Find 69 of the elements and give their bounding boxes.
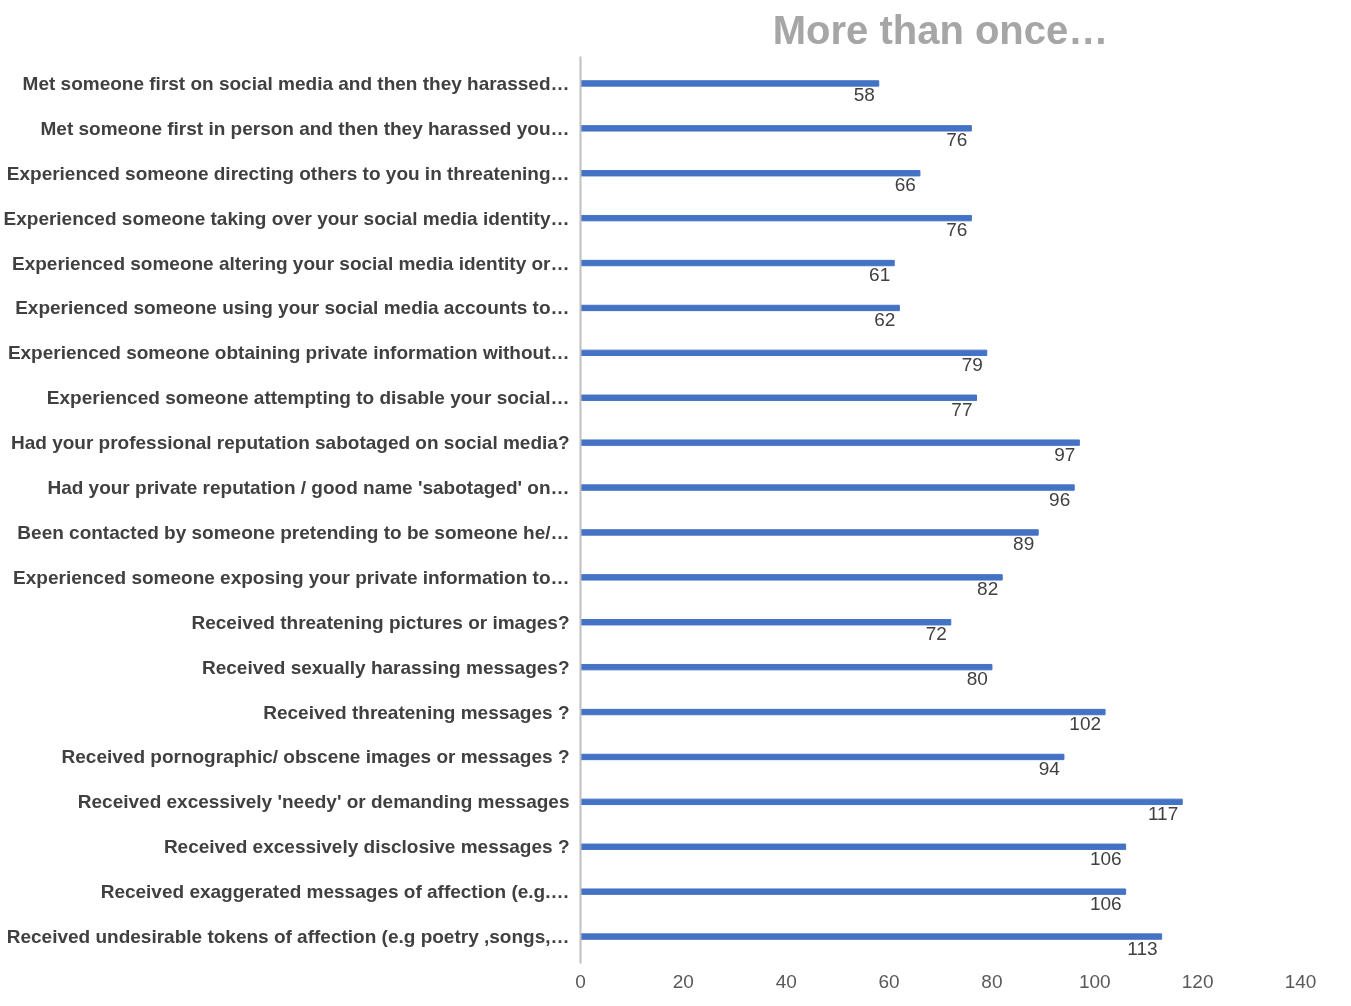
bar [580,304,900,312]
y-tick-label: Received excessively disclosive messages ? [163,836,570,858]
data-label: 117 [1147,802,1179,824]
bar [580,170,921,177]
y-tick-label: Experienced someone altering your social media identity or… [12,252,570,274]
y-tick-label: Experienced someone attempting to disable your social… [46,387,570,409]
y-tick-label: Experienced someone taking over your social media identity… [3,207,570,229]
bar [580,933,1163,940]
y-tick-label: Received undesirable tokens of affection (e.g poetry ,songs,… [6,926,570,948]
data-label: 102 [1069,713,1102,735]
y-tick-label: Received sexually harassing messages? [201,656,570,678]
data-label: 94 [1038,757,1061,779]
data-label: 62 [874,308,896,330]
bar [580,349,988,357]
y-tick-label: Received threatening messages ? [263,701,570,723]
x-tick-label: 40 [775,970,797,992]
bar [580,619,952,626]
bar [580,394,977,401]
data-label: 76 [946,129,968,151]
data-label: 106 [1089,892,1122,914]
x-tick-label: 80 [981,970,1003,992]
data-label: 106 [1089,847,1122,869]
x-tick-label: 140 [1284,970,1317,992]
y-tick-label: Experienced someone obtaining private information without… [7,342,570,364]
data-label: 61 [869,264,891,286]
y-tick-label: Had your professional reputation sabotaged on social media? [11,432,570,454]
x-tick-label: 100 [1078,970,1111,992]
y-tick-label: Met someone first in person and then they harassed you… [40,117,570,139]
data-label: 80 [966,668,988,690]
bar [580,663,993,671]
y-tick-label: Met someone first on social media and then they harassed… [22,72,570,94]
bar [580,843,1127,850]
data-label: 66 [894,174,916,196]
data-label: 77 [951,398,973,420]
x-tick-label: 20 [672,970,694,992]
y-tick-label: Experienced someone using your social media accounts to… [15,297,570,319]
y-tick-label: Received threatening pictures or images? [191,611,570,633]
bar [580,80,880,87]
bar [580,259,895,267]
x-tick-label: 120 [1181,970,1214,992]
bar [580,439,1080,446]
data-label: 89 [1013,533,1035,555]
bar [580,125,972,132]
data-label: 82 [977,578,999,600]
data-label: 72 [925,623,947,645]
x-tick-label: 0 [575,970,586,992]
y-tick-label: Been contacted by someone pretending to be someone he/… [17,521,570,543]
data-label: 76 [946,219,968,241]
bar [580,214,972,222]
y-tick-label: Experienced someone directing others to you in threatening… [6,162,570,184]
bar [580,888,1127,895]
bar [580,529,1039,536]
bar [580,708,1106,716]
data-label: 96 [1049,488,1071,510]
data-label: 113 [1127,937,1158,959]
y-tick-label: Experienced someone exposing your private information to… [13,566,570,588]
y-tick-label: Received excessively 'needy' or demanding messages [77,791,570,813]
data-label: 79 [961,353,983,375]
y-tick-label: Received pornographic/ obscene images or messages ? [61,746,570,768]
y-tick-label: Received exaggerated messages of affection (e.g.… [100,881,570,903]
bar [580,484,1075,491]
bar [580,798,1183,806]
data-label: 97 [1054,443,1076,465]
chart-title: More than once… [772,7,1109,52]
x-tick-label: 60 [878,970,900,992]
bar [580,753,1065,761]
y-tick-label: Had your private reputation / good name 'sabotaged' on… [47,477,570,499]
data-label: 58 [853,84,875,106]
bar [580,574,1003,581]
